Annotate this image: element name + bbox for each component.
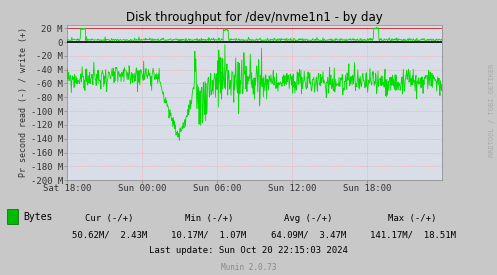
Text: Cur (-/+): Cur (-/+) [85,214,134,223]
Text: Last update: Sun Oct 20 22:15:03 2024: Last update: Sun Oct 20 22:15:03 2024 [149,246,348,255]
Text: 64.09M/  3.47M: 64.09M/ 3.47M [270,231,346,240]
Text: RRDTOOL / TOBI OETIKER: RRDTOOL / TOBI OETIKER [489,63,495,157]
Text: 50.62M/  2.43M: 50.62M/ 2.43M [72,231,147,240]
Text: Avg (-/+): Avg (-/+) [284,214,332,223]
Text: 10.17M/  1.07M: 10.17M/ 1.07M [171,231,247,240]
Text: Munin 2.0.73: Munin 2.0.73 [221,263,276,271]
Text: Min (-/+): Min (-/+) [184,214,233,223]
Text: Max (-/+): Max (-/+) [388,214,437,223]
Title: Disk throughput for /dev/nvme1n1 - by day: Disk throughput for /dev/nvme1n1 - by da… [126,10,383,24]
Text: 141.17M/  18.51M: 141.17M/ 18.51M [369,231,456,240]
Text: Bytes: Bytes [23,211,53,222]
Y-axis label: Pr second read (-) / write (+): Pr second read (-) / write (+) [19,28,28,177]
